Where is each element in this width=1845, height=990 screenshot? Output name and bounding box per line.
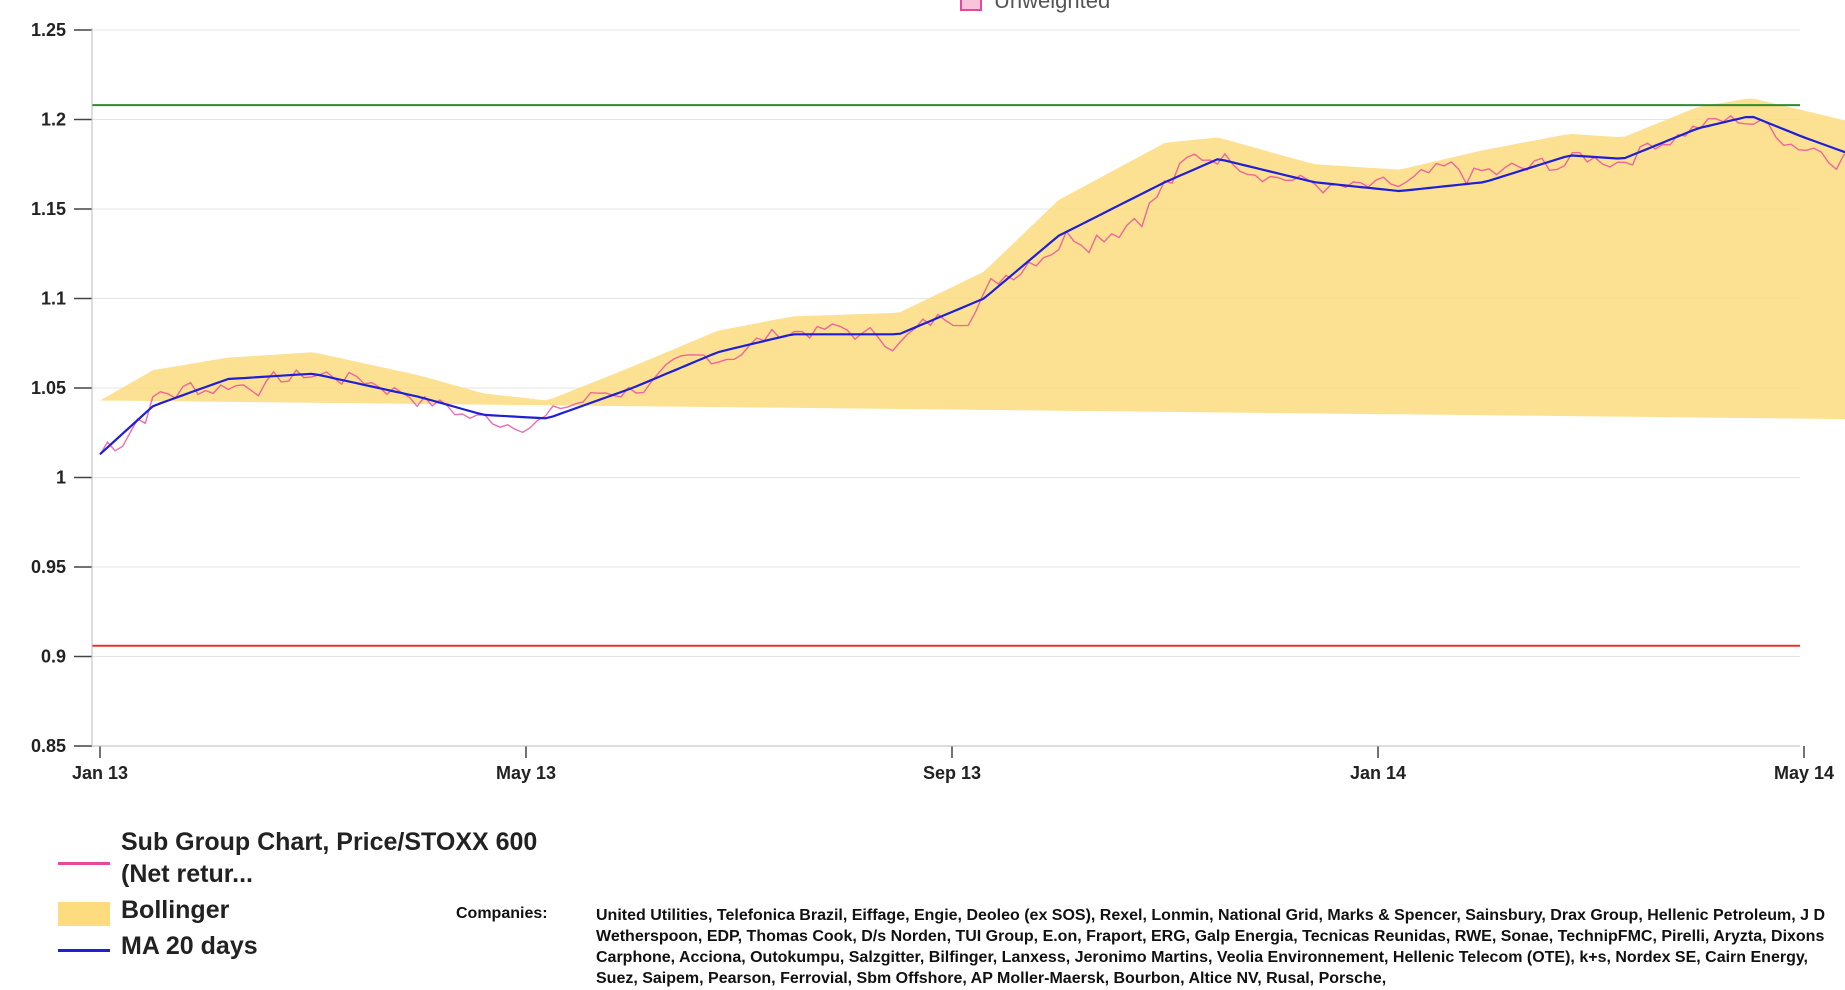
legend-label-price: Sub Group Chart, Price/STOXX 600 (Net re… xyxy=(121,828,538,888)
y-tick-label: 0.85 xyxy=(31,736,66,756)
legend-swatch-ma xyxy=(58,949,110,952)
x-tick-label: Sep 13 xyxy=(923,763,981,783)
companies-list: United Utilities, Telefonica Brazil, Eif… xyxy=(596,907,1826,987)
y-tick-label: 1.05 xyxy=(31,378,66,398)
unweighted-label: Unweighted xyxy=(994,0,1111,13)
legend-label-bollinger: Bollinger xyxy=(121,896,230,924)
y-axis: 0.85 0.9 0.95 1 1.05 1.1 1.15 1.2 1.25 xyxy=(31,20,92,756)
legend-label-ma: MA 20 days xyxy=(121,932,258,960)
x-tick-label: May 13 xyxy=(496,763,556,783)
legend-item-price: Sub Group Chart, Price/STOXX 600 (Net re… xyxy=(58,828,538,896)
top-legend-unweighted: Unweighted xyxy=(960,0,1110,14)
x-tick-label: Jan 13 xyxy=(72,763,128,783)
bollinger-band xyxy=(100,98,1845,420)
legend-swatch-price xyxy=(58,862,110,865)
y-tick-label: 0.95 xyxy=(31,557,66,577)
x-tick-label: Jan 14 xyxy=(1350,763,1406,783)
legend-item-bollinger: Bollinger xyxy=(58,896,538,932)
x-tick-label: May 14 xyxy=(1774,763,1834,783)
companies-label: Companies: xyxy=(456,905,548,922)
price-chart: 0.85 0.9 0.95 1 1.05 1.1 1.15 1.2 1.25 Jan 13 May… xyxy=(31,20,1845,783)
legend-item-ma: MA 20 days xyxy=(58,932,538,968)
legend-swatch-bollinger xyxy=(58,902,110,926)
y-tick-label: 1.1 xyxy=(41,289,66,309)
legend: Sub Group Chart, Price/STOXX 600 (Net re… xyxy=(58,828,538,968)
y-tick-label: 1 xyxy=(56,468,66,488)
ma-20-line xyxy=(99,115,1845,456)
y-tick-label: 0.9 xyxy=(41,647,66,667)
y-tick-label: 1.2 xyxy=(41,110,66,130)
y-tick-label: 1.15 xyxy=(31,199,66,219)
unweighted-swatch xyxy=(960,0,982,12)
y-tick-label: 1.25 xyxy=(31,20,66,40)
